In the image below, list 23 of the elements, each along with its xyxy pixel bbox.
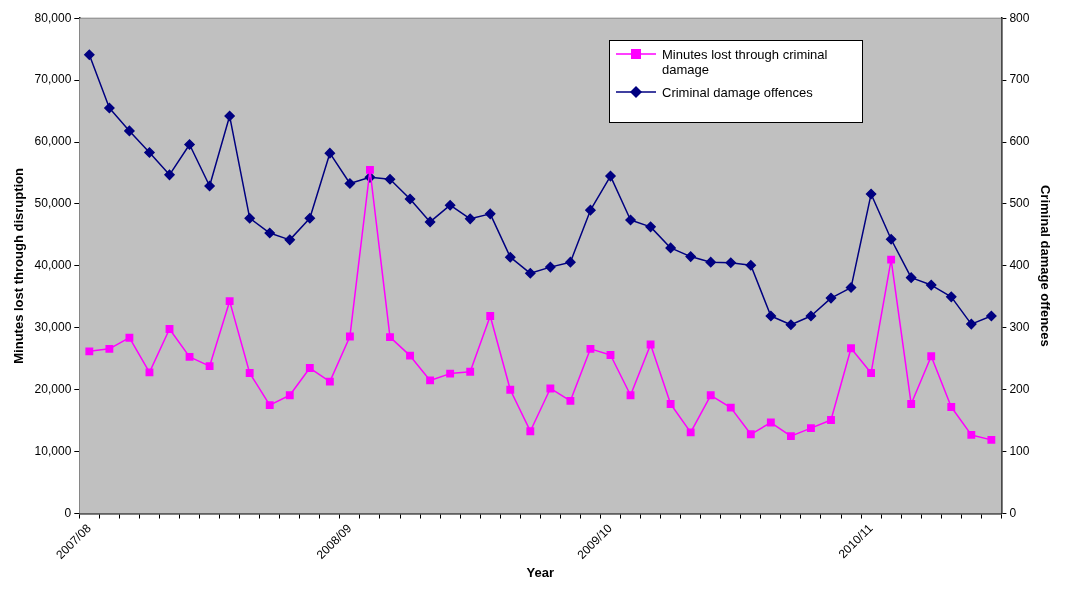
legend-label: Minutes lost through criminal damage: [662, 47, 829, 77]
x-axis-title: Year: [526, 564, 555, 580]
y2-tick-label: 500: [1009, 196, 1030, 211]
y2-axis-title: Criminal damage offences: [1037, 184, 1053, 347]
y2-tick-label: 100: [1009, 443, 1030, 458]
y2-tick-label: 800: [1009, 10, 1030, 25]
y-tick-label: 50,000: [34, 196, 72, 211]
y-tick-label: 70,000: [34, 72, 72, 87]
y-tick-label: 40,000: [34, 258, 72, 273]
y-axis-title: Minutes lost through disruption: [11, 167, 27, 364]
y-tick-label: 60,000: [34, 134, 72, 149]
y-tick-label: 10,000: [34, 443, 72, 458]
y2-tick-label: 0: [1009, 505, 1017, 520]
y2-tick-label: 600: [1009, 134, 1030, 149]
y2-tick-label: 700: [1009, 72, 1030, 87]
y2-tick-label: 300: [1009, 320, 1030, 335]
y2-tick-label: 200: [1009, 382, 1030, 397]
y2-tick-label: 400: [1009, 258, 1030, 273]
y-tick-label: 20,000: [34, 382, 72, 397]
y-tick-label: 80,000: [34, 10, 72, 25]
y-tick-label: 0: [64, 505, 72, 520]
y-tick-label: 30,000: [34, 320, 72, 335]
legend-label: Criminal damage offences: [662, 85, 813, 100]
